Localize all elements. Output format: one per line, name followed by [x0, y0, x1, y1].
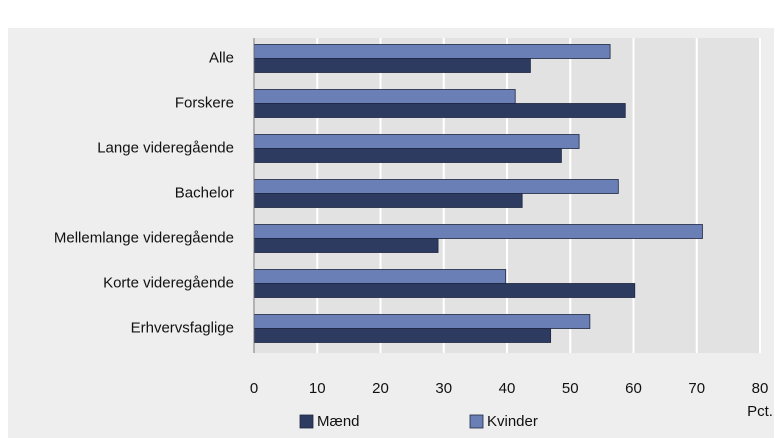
bar: [253, 238, 439, 253]
bar: [253, 224, 703, 239]
bar: [253, 89, 516, 104]
bar: [253, 283, 636, 298]
x-tick-label: 0: [250, 380, 258, 397]
x-tick-label: 70: [688, 380, 705, 397]
x-tick-label: 10: [309, 380, 326, 397]
y-tick-label: Lange videregående: [97, 139, 234, 156]
bar: [253, 58, 531, 73]
legend-label: Mænd: [317, 413, 360, 430]
bar: [253, 179, 619, 194]
bar: [253, 314, 591, 329]
x-tick-label: 40: [499, 380, 516, 397]
bar: [253, 269, 507, 284]
x-tick-label: 50: [562, 380, 579, 397]
legend-swatch: [299, 414, 314, 429]
bar: [253, 193, 523, 208]
y-tick-label: Mellemlange videregående: [54, 229, 234, 246]
y-tick-label: Korte videregående: [103, 274, 234, 291]
bar: [253, 103, 626, 118]
x-tick-label: 80: [752, 380, 769, 397]
bar: [253, 328, 552, 343]
legend-label: Kvinder: [487, 413, 538, 430]
x-tick-label: 60: [625, 380, 642, 397]
x-tick-label: 20: [372, 380, 389, 397]
x-axis-label: Pct.: [747, 403, 773, 420]
bar: [253, 148, 562, 163]
y-tick-label: Forskere: [175, 94, 234, 111]
bar: [253, 134, 580, 149]
legend-swatch: [469, 414, 484, 429]
y-tick-label: Erhvervsfaglige: [131, 319, 234, 336]
y-tick-label: Alle: [209, 49, 234, 66]
y-tick-label: Bachelor: [175, 184, 234, 201]
bar: [253, 44, 611, 59]
x-tick-label: 30: [435, 380, 452, 397]
